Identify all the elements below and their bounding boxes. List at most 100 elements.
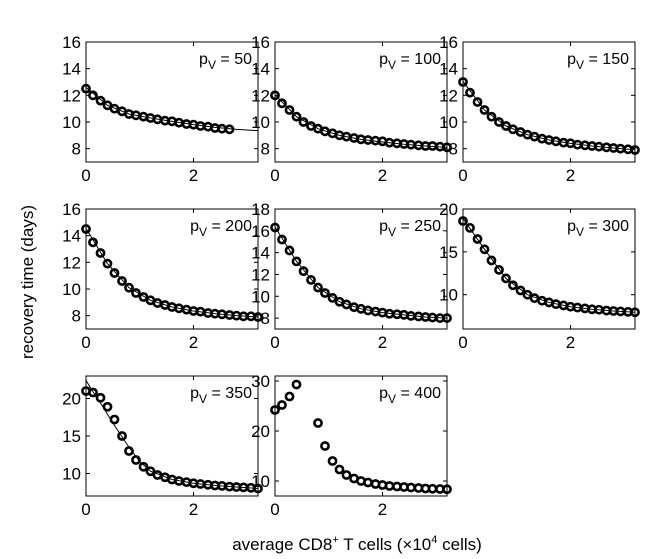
- data-point: [406, 482, 416, 493]
- y-tick-label: 12: [439, 86, 458, 105]
- annotation-value: = 400: [396, 385, 441, 402]
- x-axis-label-sup: +: [332, 534, 338, 546]
- data-point: [291, 111, 302, 122]
- x-tick-label: 2: [566, 333, 575, 352]
- y-tick-label: 16: [62, 33, 81, 52]
- data-point: [224, 124, 235, 135]
- y-tick-label: 10: [251, 113, 270, 132]
- data-point: [95, 95, 106, 106]
- panel-8: 0 2 10 20 30 pV = 400: [251, 372, 452, 519]
- data-point: [486, 255, 497, 266]
- data-point: [88, 387, 98, 398]
- y-tick-label: 10: [62, 280, 81, 299]
- data-point: [442, 484, 452, 495]
- annotation-subscript: V: [208, 58, 216, 72]
- y-tick-label: 20: [439, 200, 458, 219]
- x-tick-label: 2: [378, 500, 387, 519]
- data-point: [501, 273, 511, 284]
- annotation-symbol: p: [567, 51, 576, 68]
- data-point: [152, 470, 163, 480]
- data-point: [458, 216, 468, 226]
- data-point: [117, 431, 127, 441]
- panel-annotation: pV = 50: [199, 51, 252, 72]
- data-point: [145, 466, 156, 477]
- data-point: [117, 276, 127, 286]
- data-point: [81, 83, 91, 94]
- data-point: [109, 414, 120, 425]
- x-tick-label: 0: [458, 166, 467, 185]
- x-tick-label: 0: [270, 333, 279, 352]
- data-point: [270, 405, 280, 415]
- data-point: [494, 264, 504, 275]
- y-tick-label: 10: [251, 472, 270, 491]
- data-point: [270, 90, 280, 101]
- x-tick-label: 0: [270, 500, 279, 519]
- data-point: [486, 111, 497, 122]
- data-point: [131, 288, 141, 298]
- data-point: [630, 307, 640, 318]
- y-tick-label: 10: [439, 286, 458, 305]
- fit-line: [462, 218, 636, 313]
- data-point: [109, 268, 120, 278]
- panel-2: 0 2 8 10 12 14 16 pV = 100: [251, 33, 452, 185]
- annotation-value: = 350: [207, 385, 252, 402]
- y-tick-label: 14: [62, 227, 81, 246]
- data-point: [320, 288, 330, 298]
- y-tick-label: 15: [62, 427, 81, 446]
- y-tick-label: 16: [439, 33, 458, 52]
- data-point: [630, 145, 640, 155]
- x-tick-label: 2: [189, 333, 198, 352]
- data-point: [384, 481, 395, 491]
- panel-3: 0 2 8 10 12 14 16 pV = 150: [439, 33, 640, 185]
- annotation-value: = 150: [584, 51, 629, 68]
- x-tick-label: 2: [378, 166, 387, 185]
- x-tick-label: 0: [458, 333, 467, 352]
- data-point: [298, 266, 309, 277]
- data-point: [458, 77, 468, 87]
- y-tick-label: 16: [251, 222, 270, 241]
- fit-line: [85, 86, 259, 132]
- panel-7: 0 2 10 15 20 pV = 350: [62, 375, 263, 519]
- y-tick-label: 15: [439, 243, 458, 262]
- y-tick-label: 8: [261, 309, 270, 328]
- data-point: [334, 464, 345, 475]
- data-point: [217, 123, 227, 134]
- axes-box: [274, 208, 448, 330]
- panel-annotation: pV = 250: [379, 218, 441, 239]
- data-point: [313, 418, 323, 428]
- annotation-symbol: p: [190, 218, 199, 235]
- y-tick-label: 10: [251, 287, 270, 306]
- data-point: [291, 379, 302, 390]
- annotation-symbol: p: [379, 51, 388, 68]
- y-tick-label: 12: [251, 265, 270, 284]
- y-tick-label: 20: [251, 422, 270, 441]
- panel-annotation: pV = 150: [567, 51, 629, 72]
- y-tick-label: 8: [261, 140, 270, 159]
- data-point: [284, 391, 295, 402]
- data-point: [298, 117, 309, 127]
- annotation-subscript: V: [576, 58, 584, 72]
- data-point: [327, 456, 338, 466]
- data-point: [465, 87, 475, 98]
- panel-1: 0 2 8 10 12 14 16 pV = 50: [62, 33, 259, 185]
- y-tick-label: 14: [439, 60, 458, 79]
- y-tick-label: 14: [251, 244, 270, 263]
- data-point: [277, 98, 287, 109]
- data-point: [131, 455, 141, 465]
- x-tick-label: 2: [566, 166, 575, 185]
- x-tick-label: 0: [81, 166, 90, 185]
- data-point: [313, 282, 323, 293]
- y-tick-label: 10: [62, 113, 81, 132]
- data-point: [124, 446, 134, 456]
- annotation-symbol: p: [199, 51, 208, 68]
- x-axis-label-end: cells): [437, 535, 481, 554]
- y-tick-label: 14: [251, 60, 270, 79]
- data-point: [472, 234, 483, 244]
- y-tick-label: 10: [439, 113, 458, 132]
- data-point: [277, 234, 287, 245]
- y-tick-label: 8: [72, 307, 81, 326]
- data-point: [341, 470, 352, 480]
- y-tick-label: 14: [62, 60, 81, 79]
- data-point: [479, 105, 490, 115]
